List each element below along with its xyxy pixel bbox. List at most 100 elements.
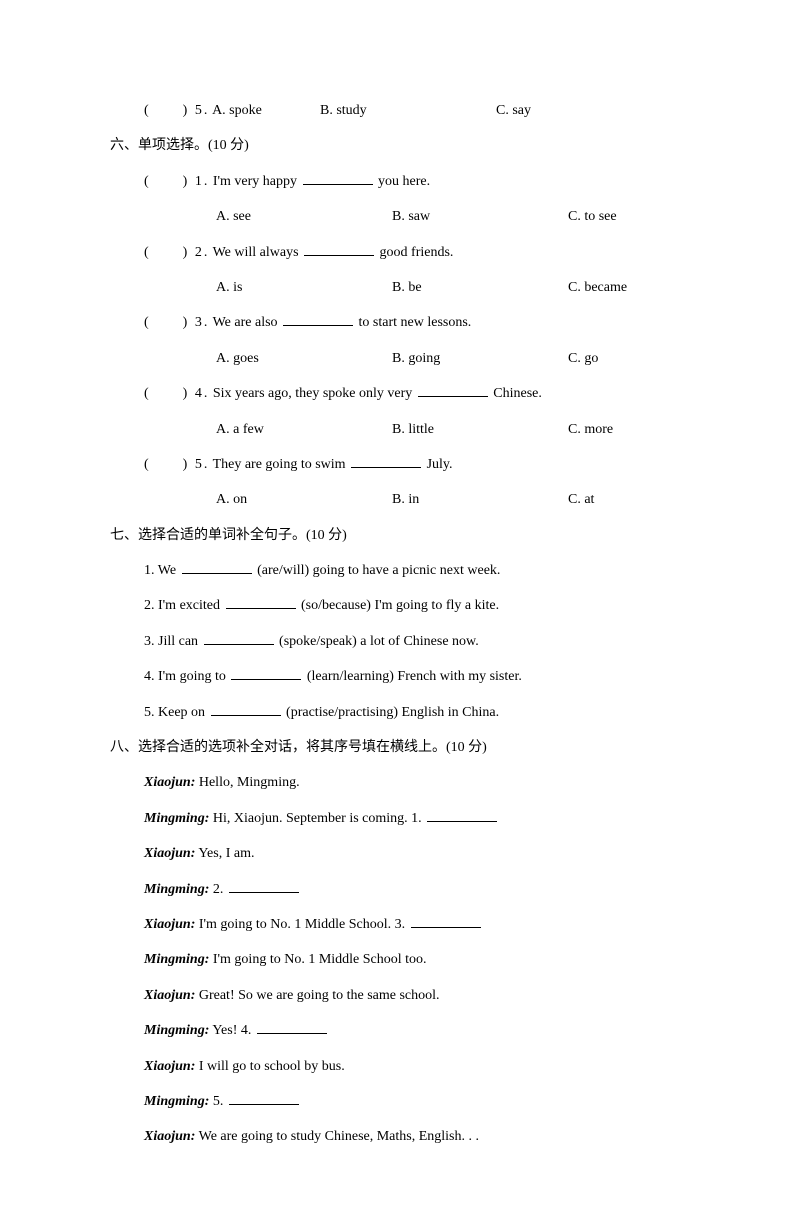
mc-optA: A. on bbox=[216, 489, 392, 511]
mc-stem-before: They are going to swim bbox=[213, 457, 346, 472]
mc-blank[interactable] bbox=[283, 313, 353, 327]
dialog-text: Hi, Xiaojun. September is coming. 1. bbox=[213, 811, 422, 826]
dialog-speaker: Mingming: bbox=[144, 1023, 209, 1038]
dialog-line-2: Mingming: Hi, Xiaojun. September is comi… bbox=[110, 808, 704, 830]
dialog-speaker: Mingming: bbox=[144, 1094, 209, 1109]
mc-options-2: A. isB. beC. became bbox=[110, 277, 704, 299]
mc-stem-before: We will always bbox=[213, 245, 299, 260]
mc-stem-before: We are also bbox=[213, 315, 278, 330]
mc-optA: A. goes bbox=[216, 348, 392, 370]
fill-before: Keep on bbox=[158, 705, 205, 720]
dialog-blank[interactable] bbox=[229, 879, 299, 893]
worksheet-page: ( ) 5. A. spoke B. study C. say 六、单项选择。(… bbox=[0, 0, 794, 1222]
section6-body: ( ) 1. I'm very happy you here.A. seeB. … bbox=[110, 171, 704, 512]
mc-question-1: ( ) 1. I'm very happy you here. bbox=[110, 171, 704, 193]
fill-hint: (learn/learning) French with my sister. bbox=[307, 669, 522, 684]
mc-options-1: A. seeB. sawC. to see bbox=[110, 206, 704, 228]
dialog-line-8: Mingming: Yes! 4. bbox=[110, 1020, 704, 1042]
mc-blank[interactable] bbox=[303, 171, 373, 185]
mc-bracket[interactable]: ( ) 1. bbox=[144, 174, 209, 189]
fill-item-5: 5. Keep on (practise/practising) English… bbox=[110, 702, 704, 724]
dialog-line-1: Xiaojun: Hello, Mingming. bbox=[110, 772, 704, 794]
prev-q5-optB: B. study bbox=[320, 100, 496, 122]
dialog-line-11: Xiaojun: We are going to study Chinese, … bbox=[110, 1126, 704, 1148]
dialog-speaker: Mingming: bbox=[144, 882, 209, 897]
dialog-line-10: Mingming: 5. bbox=[110, 1091, 704, 1113]
dialog-blank[interactable] bbox=[411, 914, 481, 928]
prev-q5-row: ( ) 5. A. spoke B. study C. say bbox=[110, 100, 704, 122]
dialog-text: 5. bbox=[213, 1094, 224, 1109]
mc-optB: B. going bbox=[392, 348, 568, 370]
mc-optC: C. more bbox=[568, 419, 704, 441]
mc-stem-before: Six years ago, they spoke only very bbox=[213, 386, 412, 401]
mc-stem-after: Chinese. bbox=[493, 386, 542, 401]
prev-q5-bracket[interactable]: ( ) 5. bbox=[144, 103, 209, 118]
dialog-blank[interactable] bbox=[257, 1021, 327, 1035]
section8-title: 八、选择合适的选项补全对话，将其序号填在横线上。(10 分) bbox=[110, 737, 704, 759]
fill-before: I'm excited bbox=[158, 598, 220, 613]
section6-title: 六、单项选择。(10 分) bbox=[110, 135, 704, 157]
fill-num: 3. bbox=[144, 634, 155, 649]
dialog-speaker: Xiaojun: bbox=[144, 775, 195, 790]
mc-question-3: ( ) 3. We are also to start new lessons. bbox=[110, 312, 704, 334]
mc-stem-after: good friends. bbox=[380, 245, 454, 260]
mc-optA: A. a few bbox=[216, 419, 392, 441]
mc-optA: A. see bbox=[216, 206, 392, 228]
mc-question-4: ( ) 4. Six years ago, they spoke only ve… bbox=[110, 383, 704, 405]
dialog-text: I'm going to No. 1 Middle School. 3. bbox=[199, 917, 405, 932]
dialog-text: Great! So we are going to the same schoo… bbox=[199, 988, 440, 1003]
dialog-line-9: Xiaojun: I will go to school by bus. bbox=[110, 1056, 704, 1078]
mc-blank[interactable] bbox=[351, 454, 421, 468]
dialog-text: 2. bbox=[213, 882, 224, 897]
fill-blank[interactable] bbox=[204, 631, 274, 645]
fill-num: 1. bbox=[144, 563, 155, 578]
dialog-speaker: Xiaojun: bbox=[144, 1129, 195, 1144]
fill-hint: (so/because) I'm going to fly a kite. bbox=[301, 598, 499, 613]
fill-blank[interactable] bbox=[231, 667, 301, 681]
dialog-text: Yes! 4. bbox=[212, 1023, 251, 1038]
fill-hint: (are/will) going to have a picnic next w… bbox=[257, 563, 500, 578]
dialog-text: I will go to school by bus. bbox=[199, 1059, 345, 1074]
mc-optA: A. is bbox=[216, 277, 392, 299]
mc-blank[interactable] bbox=[418, 384, 488, 398]
fill-num: 5. bbox=[144, 705, 155, 720]
dialog-blank[interactable] bbox=[229, 1091, 299, 1105]
fill-num: 2. bbox=[144, 598, 155, 613]
mc-optB: B. in bbox=[392, 489, 568, 511]
prev-q5-optC: C. say bbox=[496, 100, 704, 122]
fill-blank[interactable] bbox=[226, 596, 296, 610]
prev-q5-bracket-a: ( ) 5. A. spoke bbox=[144, 100, 320, 122]
fill-num: 4. bbox=[144, 669, 155, 684]
dialog-line-6: Mingming: I'm going to No. 1 Middle Scho… bbox=[110, 949, 704, 971]
prev-q5-optA: A. spoke bbox=[212, 103, 262, 118]
fill-item-1: 1. We (are/will) going to have a picnic … bbox=[110, 560, 704, 582]
dialog-speaker: Xiaojun: bbox=[144, 1059, 195, 1074]
dialog-text: Yes, I am. bbox=[198, 846, 254, 861]
fill-item-4: 4. I'm going to (learn/learning) French … bbox=[110, 666, 704, 688]
mc-optB: B. saw bbox=[392, 206, 568, 228]
mc-bracket[interactable]: ( ) 3. bbox=[144, 315, 209, 330]
fill-before: I'm going to bbox=[158, 669, 226, 684]
mc-options-3: A. goesB. goingC. go bbox=[110, 348, 704, 370]
dialog-text: We are going to study Chinese, Maths, En… bbox=[199, 1129, 479, 1144]
dialog-line-4: Mingming: 2. bbox=[110, 879, 704, 901]
mc-question-5: ( ) 5. They are going to swim July. bbox=[110, 454, 704, 476]
fill-blank[interactable] bbox=[182, 560, 252, 574]
mc-bracket[interactable]: ( ) 5. bbox=[144, 457, 209, 472]
dialog-blank[interactable] bbox=[427, 808, 497, 822]
fill-before: Jill can bbox=[158, 634, 198, 649]
mc-stem-after: July. bbox=[427, 457, 453, 472]
mc-bracket[interactable]: ( ) 4. bbox=[144, 386, 209, 401]
fill-item-2: 2. I'm excited (so/because) I'm going to… bbox=[110, 595, 704, 617]
mc-optC: C. go bbox=[568, 348, 704, 370]
mc-bracket[interactable]: ( ) 2. bbox=[144, 245, 209, 260]
mc-question-2: ( ) 2. We will always good friends. bbox=[110, 242, 704, 264]
mc-optC: C. to see bbox=[568, 206, 704, 228]
dialog-text: I'm going to No. 1 Middle School too. bbox=[213, 952, 427, 967]
mc-optC: C. became bbox=[568, 277, 704, 299]
mc-optB: B. be bbox=[392, 277, 568, 299]
fill-blank[interactable] bbox=[211, 702, 281, 716]
mc-blank[interactable] bbox=[304, 242, 374, 256]
dialog-speaker: Xiaojun: bbox=[144, 846, 195, 861]
dialog-text: Hello, Mingming. bbox=[199, 775, 300, 790]
